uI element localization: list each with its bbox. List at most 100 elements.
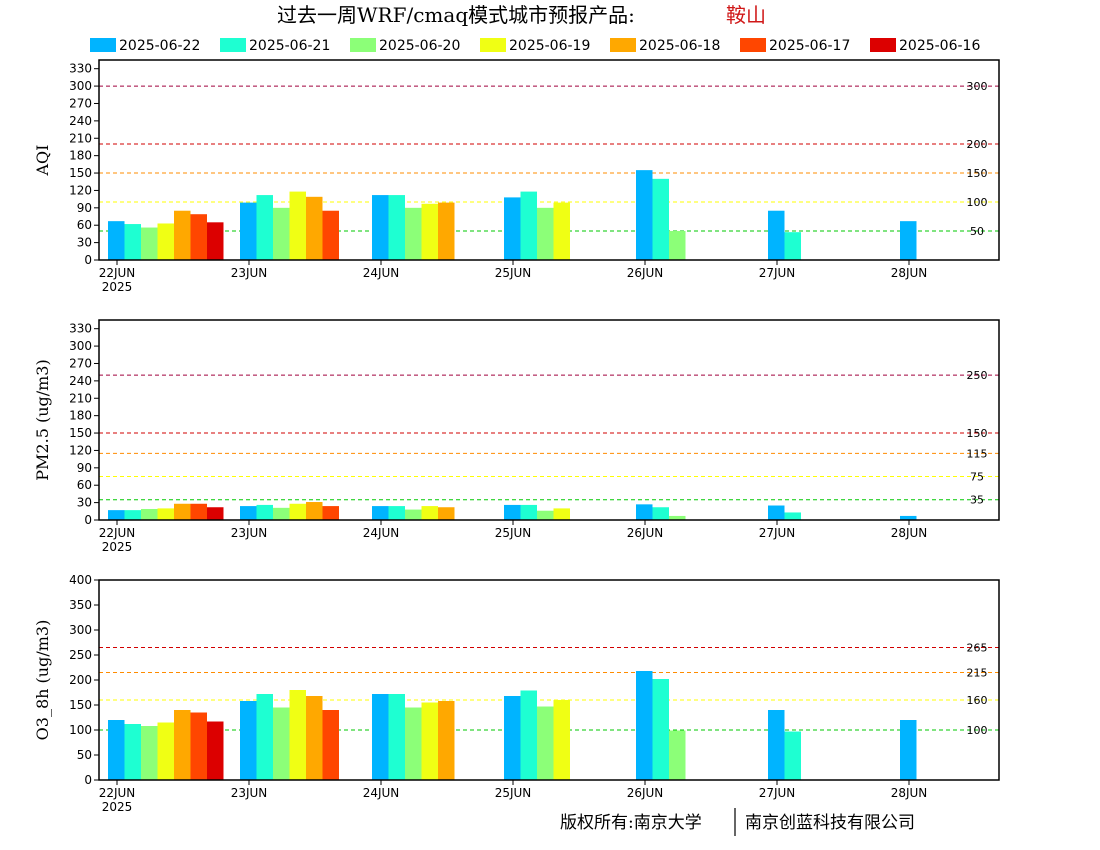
pm25-xtick-label-23jun: 23JUN [231, 526, 268, 540]
pm25-ytick-label-210: 210 [69, 391, 92, 405]
aqi-bar-2025-06-16-22jun [207, 222, 224, 260]
aqi-ytick-label-180: 180 [69, 149, 92, 163]
o3-8h-bar-2025-06-19-22jun [157, 722, 174, 780]
pm25-ytick-label-150: 150 [69, 426, 92, 440]
pm25-ref-label-250: 250 [967, 369, 988, 382]
pm25-bar-2025-06-16-22jun [207, 507, 224, 520]
o3-8h-bar-2025-06-20-25jun [537, 706, 554, 780]
o3-8h-xtick-label-23jun: 23JUN [231, 786, 268, 800]
aqi-bar-2025-06-18-22jun [174, 210, 191, 260]
aqi-bar-2025-06-21-27jun [784, 232, 801, 260]
aqi-ytick-label-240: 240 [69, 114, 92, 128]
o3-8h-ytick-label-0: 0 [84, 773, 92, 787]
pm25-ytick-label-300: 300 [69, 339, 92, 353]
o3-8h-bar-2025-06-21-26jun [652, 679, 669, 780]
aqi-ytick-label-330: 330 [69, 62, 92, 76]
o3-8h-bar-2025-06-20-23jun [273, 707, 290, 780]
pm25-bar-2025-06-20-26jun [669, 515, 686, 520]
pm25-bar-2025-06-21-26jun [652, 507, 669, 520]
aqi-bar-2025-06-22-26jun [636, 170, 653, 260]
aqi-xtick-label-22jun: 22JUN [99, 266, 136, 280]
pm25-xtick-label-22jun: 22JUN [99, 526, 136, 540]
o3-8h-bar-2025-06-22-27jun [768, 710, 785, 780]
pm25-bar-2025-06-19-23jun [289, 503, 306, 520]
legend-swatch-2025-06-22 [90, 38, 116, 52]
o3-8h-bar-2025-06-22-26jun [636, 671, 653, 780]
aqi-xtick-label-25jun: 25JUN [495, 266, 532, 280]
legend-label-2025-06-19: 2025-06-19 [509, 38, 590, 54]
aqi-ref-label-150: 150 [967, 167, 988, 180]
aqi-ytick-label-60: 60 [77, 218, 92, 232]
aqi-xtick-label-23jun: 23JUN [231, 266, 268, 280]
legend-label-2025-06-21: 2025-06-21 [249, 38, 330, 54]
legend-label-2025-06-16: 2025-06-16 [899, 38, 980, 54]
aqi-bar-2025-06-22-25jun [504, 197, 521, 260]
legend-label-2025-06-20: 2025-06-20 [379, 38, 460, 54]
o3-8h-bar-2025-06-21-23jun [256, 694, 273, 780]
legend-label-2025-06-18: 2025-06-18 [639, 38, 720, 54]
aqi-plot-frame [98, 59, 1000, 261]
pm25-panel: 250 150 115 75 35 0 30 60 90 120 150 180 210 240 270 30… [33, 319, 1000, 554]
pm25-xtick-year-label: 2025 [102, 540, 133, 554]
o3-8h-bar-2025-06-19-25jun [553, 700, 570, 780]
legend-swatch-2025-06-18 [610, 38, 636, 52]
pm25-ytick-label-60: 60 [77, 478, 92, 492]
aqi-ytick-label-150: 150 [69, 166, 92, 180]
pm25-bar-2025-06-22-25jun [504, 504, 521, 520]
o3-8h-bar-2025-06-22-25jun [504, 696, 521, 780]
aqi-ref-label-100: 100 [967, 196, 988, 209]
aqi-bar-2025-06-17-22jun [190, 214, 207, 260]
pm25-bar-2025-06-17-22jun [190, 503, 207, 520]
aqi-ytick-label-210: 210 [69, 131, 92, 145]
o3-8h-ytick-label-50: 50 [77, 748, 92, 762]
o3-8h-xtick-label-26jun: 26JUN [627, 786, 664, 800]
pm25-bar-2025-06-22-26jun [636, 504, 653, 520]
aqi-bar-2025-06-18-23jun [306, 196, 323, 260]
aqi-bar-2025-06-20-25jun [537, 207, 554, 260]
pm25-bar-2025-06-17-23jun [322, 506, 339, 520]
city-name: 鞍山 [726, 3, 766, 27]
aqi-y-axis-label: AQI [33, 145, 52, 177]
aqi-ytick-label-90: 90 [77, 201, 92, 215]
pm25-bar-2025-06-22-27jun [768, 505, 785, 520]
legend-swatch-2025-06-21 [220, 38, 246, 52]
o3-8h-bar-2025-06-19-23jun [289, 690, 306, 780]
aqi-bar-2025-06-22-23jun [240, 202, 257, 260]
pm25-bar-2025-06-21-23jun [256, 504, 273, 520]
o3-8h-xtick-label-22jun: 22JUN [99, 786, 136, 800]
pm25-ytick-label-90: 90 [77, 461, 92, 475]
pm25-bar-2025-06-22-23jun [240, 506, 257, 520]
aqi-bar-2025-06-18-24jun [438, 202, 455, 260]
aqi-ytick-label-120: 120 [69, 183, 92, 197]
aqi-bar-2025-06-20-26jun [669, 231, 686, 260]
pm25-ytick-label-330: 330 [69, 322, 92, 336]
o3-8h-bar-2025-06-20-24jun [405, 707, 422, 780]
pm25-bar-2025-06-19-24jun [421, 506, 438, 520]
pm25-plot-frame [98, 319, 1000, 521]
pm25-xtick-label-28jun: 28JUN [891, 526, 928, 540]
aqi-bar-2025-06-19-25jun [553, 202, 570, 260]
aqi-bar-2025-06-22-22jun [108, 221, 125, 260]
pm25-xtick-label-26jun: 26JUN [627, 526, 664, 540]
o3-8h-bar-2025-06-19-24jun [421, 702, 438, 780]
o3-8h-bar-2025-06-22-24jun [372, 694, 389, 780]
o3-8h-bar-2025-06-18-23jun [306, 696, 323, 780]
aqi-bar-2025-06-21-22jun [124, 224, 141, 260]
legend-swatch-2025-06-20 [350, 38, 376, 52]
pm25-ref-label-75: 75 [970, 471, 984, 484]
o3-8h-xtick-label-27jun: 27JUN [759, 786, 796, 800]
legend-label-2025-06-22: 2025-06-22 [119, 38, 200, 54]
legend-swatch-2025-06-17 [740, 38, 766, 52]
aqi-panel: 300 200 150 100 50 0 30 60 90 120 150 180 210 240 270 3… [33, 59, 1000, 294]
aqi-ref-label-200: 200 [967, 138, 988, 151]
o3-8h-bar-2025-06-18-22jun [174, 710, 191, 780]
aqi-bar-2025-06-21-25jun [520, 191, 537, 260]
pm25-bar-2025-06-18-23jun [306, 502, 323, 520]
aqi-bar-2025-06-22-24jun [372, 195, 389, 260]
pm25-bar-2025-06-22-22jun [108, 510, 125, 520]
o3-8h-bar-2025-06-17-23jun [322, 710, 339, 780]
aqi-bar-2025-06-22-27jun [768, 210, 785, 260]
pm25-ytick-label-180: 180 [69, 409, 92, 423]
pm25-ytick-label-270: 270 [69, 356, 92, 370]
